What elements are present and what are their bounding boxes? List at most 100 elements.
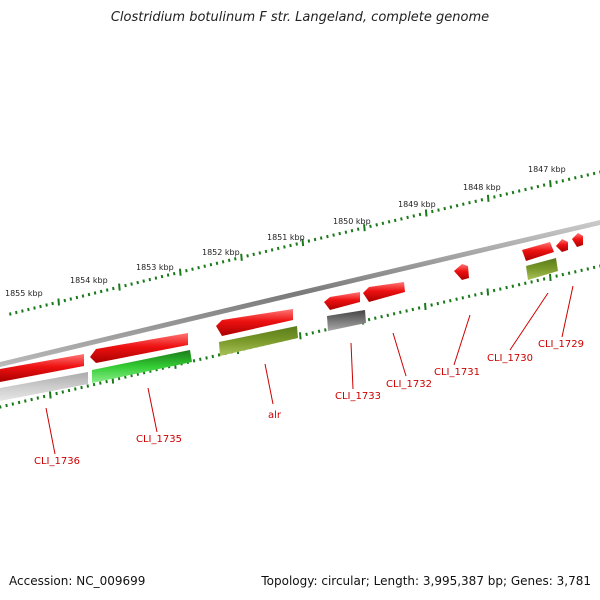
ruler-minor-tick	[530, 280, 533, 284]
ruler-minor-tick	[311, 331, 315, 335]
ruler-minor-tick	[369, 224, 372, 228]
gene-arrow	[92, 350, 192, 383]
outer-ruler	[9, 170, 600, 316]
ruler-minor-tick	[99, 381, 102, 385]
ruler-minor-tick	[124, 283, 127, 288]
ruler-minor-tick	[332, 233, 335, 237]
gene-arrow	[324, 292, 360, 310]
gene-arrow	[526, 258, 558, 280]
ruler-minor-tick	[221, 260, 225, 264]
ruler-minor-tick	[511, 190, 515, 195]
ruler-minor-tick	[197, 266, 200, 270]
ruler-minor-tick	[264, 249, 268, 254]
ruler-minor-tick	[381, 221, 385, 225]
ruler-minor-tick	[199, 357, 202, 361]
ruler-minor-tick	[105, 379, 108, 384]
ruler-minor-tick	[117, 376, 121, 381]
ruler-minor-tick	[580, 268, 583, 272]
ruler-minor-tick	[39, 304, 42, 309]
ruler-minor-tick	[75, 295, 79, 300]
ruler-minor-tick	[400, 217, 403, 221]
ruler-minor-tick	[160, 274, 164, 279]
ruler-minor-tick	[55, 391, 58, 396]
ruler-minor-tick	[211, 354, 215, 359]
ruler-minor-tick	[5, 403, 8, 408]
ruler-minor-tick	[124, 375, 127, 379]
ruler-minor-tick	[387, 220, 391, 224]
ruler-minor-tick	[148, 277, 152, 282]
map-title: Clostridium botulinum F str. Langeland, …	[110, 10, 490, 25]
ruler-minor-tick	[399, 310, 402, 314]
ruler-minor-tick	[289, 243, 292, 248]
gene-arrow	[219, 326, 298, 356]
gene-features	[0, 233, 583, 401]
ruler-minor-tick	[112, 286, 115, 291]
ruler-major-tick	[549, 273, 552, 282]
gene-arrow	[0, 372, 88, 401]
ruler-minor-tick	[130, 282, 133, 286]
gene-label: CLI_1729	[538, 339, 584, 350]
ruler-minor-tick	[449, 299, 452, 303]
ruler-minor-tick	[474, 293, 477, 297]
ruler-minor-tick	[313, 237, 317, 242]
ruler-minor-tick	[380, 315, 383, 319]
ruler-minor-tick	[215, 261, 219, 265]
ruler-minor-tick	[592, 171, 596, 176]
ruler-minor-tick	[492, 288, 496, 293]
ruler-minor-tick	[105, 288, 109, 292]
ruler-minor-tick	[326, 234, 329, 239]
ruler-minor-tick	[442, 300, 446, 304]
ruler-minor-tick	[411, 307, 415, 312]
ruler-major-tick	[486, 194, 490, 202]
ruler-major-tick	[179, 268, 182, 276]
ruler-minor-tick	[234, 257, 237, 261]
ruler-minor-tick	[136, 280, 139, 285]
ruler-minor-tick	[0, 405, 2, 409]
ruler-minor-tick	[319, 236, 323, 240]
ruler-minor-tick	[505, 192, 509, 196]
gene-arrow	[216, 309, 293, 336]
ruler-label: 1851 kbp	[267, 233, 305, 242]
ruler-minor-tick	[192, 359, 196, 363]
ruler-major-tick	[57, 298, 60, 306]
ruler-minor-tick	[418, 212, 422, 217]
ruler-minor-tick	[499, 287, 502, 291]
gene-label: CLI_1731	[434, 367, 480, 378]
ruler-label: 1847 kbp	[528, 165, 566, 174]
ruler-minor-tick	[36, 396, 40, 400]
leader-line	[147, 387, 158, 433]
ruler-minor-tick	[15, 310, 18, 315]
ruler-minor-tick	[227, 258, 231, 262]
ruler-minor-tick	[468, 201, 471, 205]
ruler-minor-tick	[449, 205, 453, 209]
ruler-minor-tick	[367, 317, 371, 322]
gene-label: CLI_1730	[487, 353, 533, 364]
ruler-minor-tick	[536, 184, 540, 189]
leader-line	[392, 332, 407, 377]
ruler-minor-tick	[42, 394, 46, 399]
ruler-major-tick	[240, 253, 243, 261]
ruler-major-tick	[299, 332, 302, 340]
ruler-minor-tick	[561, 179, 565, 183]
ruler-minor-tick	[203, 264, 206, 268]
ruler-minor-tick	[542, 183, 546, 187]
gene-label: CLI_1735	[136, 434, 182, 445]
ruler-minor-tick	[461, 296, 465, 300]
ruler-minor-tick	[555, 274, 558, 278]
ruler-minor-tick	[374, 316, 377, 320]
ruler-minor-tick	[375, 223, 378, 227]
ruler-label: 1849 kbp	[398, 200, 436, 209]
ruler-minor-tick	[455, 204, 459, 208]
ruler-minor-tick	[63, 298, 67, 303]
ruler-minor-tick	[511, 284, 515, 288]
ruler-minor-tick	[561, 272, 565, 277]
gene-arrow	[327, 310, 366, 331]
ruler-minor-tick	[295, 242, 298, 246]
gene-labels: CLI_1736 CLI_1735 alr CLI_1733 CLI_1732 …	[34, 339, 584, 467]
ruler-minor-tick	[99, 289, 103, 294]
ruler-minor-tick	[209, 263, 213, 267]
genome-backbone	[0, 220, 600, 367]
ruler-major-tick	[424, 209, 428, 217]
ruler-minor-tick	[393, 218, 397, 223]
